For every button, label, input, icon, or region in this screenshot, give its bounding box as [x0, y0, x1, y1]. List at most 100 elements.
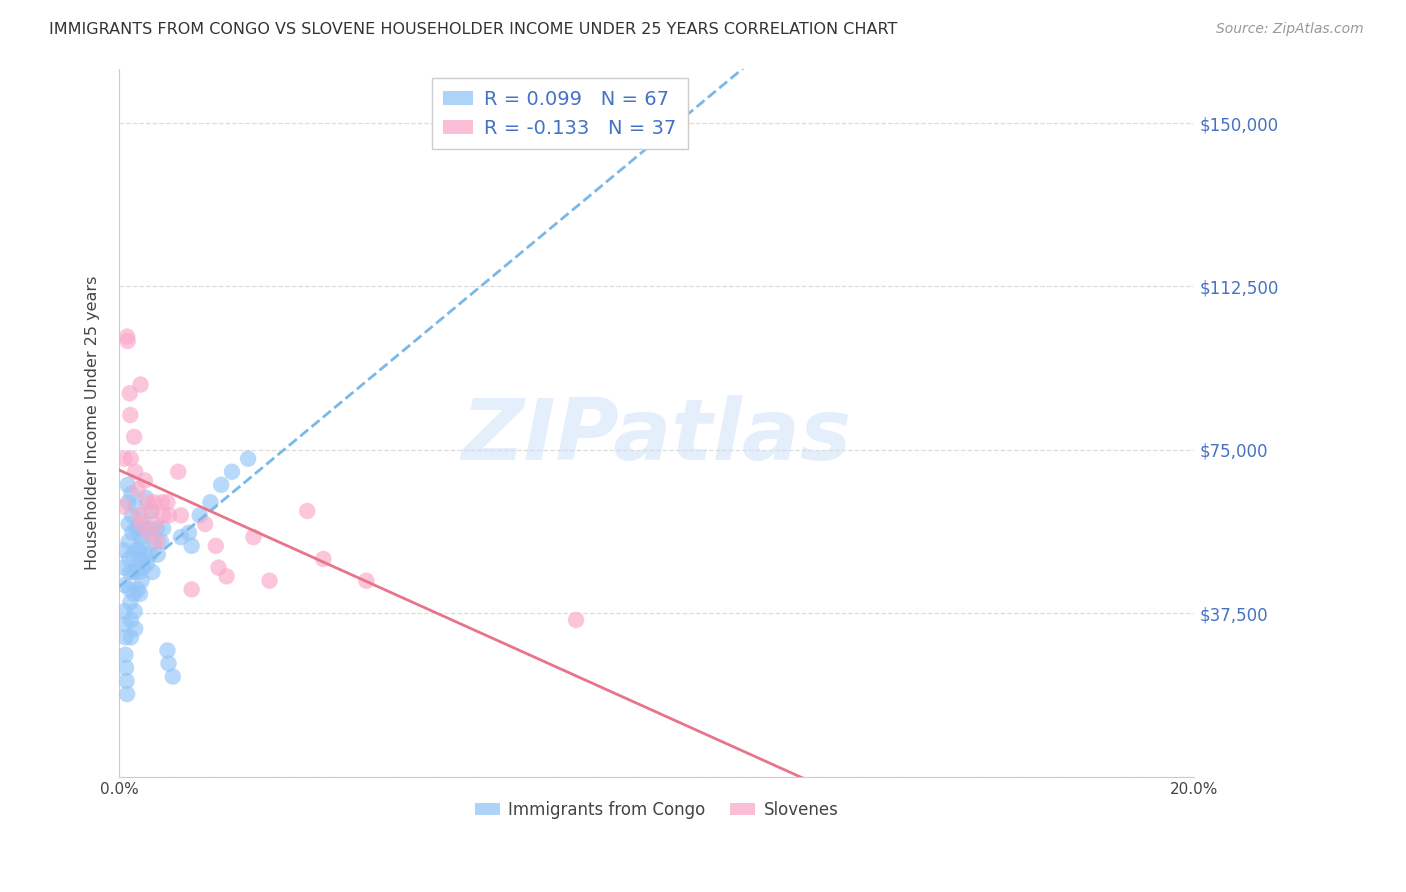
Point — [122, 430, 145, 444]
Point — [118, 386, 141, 401]
Text: IMMIGRANTS FROM CONGO VS SLOVENE HOUSEHOLDER INCOME UNDER 25 YEARS CORRELATION C: IMMIGRANTS FROM CONGO VS SLOVENE HOUSEHO… — [49, 22, 897, 37]
Point — [138, 525, 160, 540]
Point — [134, 548, 156, 562]
Point — [170, 530, 193, 544]
Point — [565, 613, 588, 627]
Point — [127, 482, 149, 496]
Point — [120, 486, 142, 500]
Point — [131, 513, 153, 527]
Point — [136, 495, 159, 509]
Text: Source: ZipAtlas.com: Source: ZipAtlas.com — [1216, 22, 1364, 37]
Y-axis label: Householder Income Under 25 years: Householder Income Under 25 years — [86, 276, 100, 570]
Point — [112, 578, 135, 592]
Point — [157, 657, 180, 671]
Point — [118, 552, 141, 566]
Point — [209, 478, 232, 492]
Point — [114, 631, 136, 645]
Point — [118, 534, 141, 549]
Point — [120, 408, 142, 422]
Point — [139, 548, 162, 562]
Point — [112, 500, 135, 514]
Point — [131, 516, 153, 531]
Point — [112, 604, 135, 618]
Point — [115, 661, 138, 675]
Point — [112, 451, 135, 466]
Point — [146, 534, 169, 549]
Point — [143, 495, 166, 509]
Point — [136, 556, 159, 570]
Point — [215, 569, 238, 583]
Point — [170, 508, 193, 523]
Point — [141, 504, 163, 518]
Point — [297, 504, 319, 518]
Point — [125, 500, 148, 514]
Point — [205, 539, 228, 553]
Point — [112, 543, 135, 558]
Point — [152, 508, 174, 523]
Point — [129, 377, 152, 392]
Point — [121, 508, 143, 523]
Point — [122, 548, 145, 562]
Point — [141, 504, 163, 518]
Point — [122, 587, 145, 601]
Point — [132, 560, 155, 574]
Point — [117, 478, 139, 492]
Point — [120, 613, 142, 627]
Point — [129, 587, 152, 601]
Point — [118, 516, 141, 531]
Point — [118, 565, 141, 579]
Point — [150, 495, 173, 509]
Point — [152, 521, 174, 535]
Point — [124, 622, 146, 636]
Point — [117, 495, 139, 509]
Point — [162, 670, 184, 684]
Point — [221, 465, 243, 479]
Point — [156, 495, 179, 509]
Point — [112, 560, 135, 574]
Point — [120, 595, 142, 609]
Point — [134, 474, 156, 488]
Point — [127, 560, 149, 574]
Point — [145, 521, 167, 535]
Text: ZIPatlas: ZIPatlas — [461, 395, 852, 478]
Point — [146, 548, 169, 562]
Point — [157, 508, 180, 523]
Point — [143, 534, 166, 549]
Point — [114, 648, 136, 662]
Point — [120, 451, 142, 466]
Point — [125, 543, 148, 558]
Point — [124, 465, 146, 479]
Point — [194, 516, 217, 531]
Point — [134, 521, 156, 535]
Point — [236, 451, 259, 466]
Point — [356, 574, 378, 588]
Point — [145, 516, 167, 531]
Point — [135, 491, 157, 505]
Point — [156, 643, 179, 657]
Point — [138, 521, 160, 535]
Legend: Immigrants from Congo, Slovenes: Immigrants from Congo, Slovenes — [468, 794, 845, 825]
Point — [115, 673, 138, 688]
Point — [259, 574, 281, 588]
Point — [131, 534, 153, 549]
Point — [312, 552, 335, 566]
Point — [131, 574, 153, 588]
Point — [200, 495, 222, 509]
Point — [180, 539, 202, 553]
Point — [177, 525, 200, 540]
Point — [122, 565, 145, 579]
Point — [127, 521, 149, 535]
Point — [114, 617, 136, 632]
Point — [180, 582, 202, 597]
Point — [242, 530, 264, 544]
Point — [188, 508, 211, 523]
Point — [120, 631, 142, 645]
Point — [127, 582, 149, 597]
Point — [129, 530, 152, 544]
Point — [125, 521, 148, 535]
Point — [149, 534, 172, 549]
Point — [124, 604, 146, 618]
Point — [118, 582, 141, 597]
Point — [129, 552, 152, 566]
Point — [115, 329, 138, 343]
